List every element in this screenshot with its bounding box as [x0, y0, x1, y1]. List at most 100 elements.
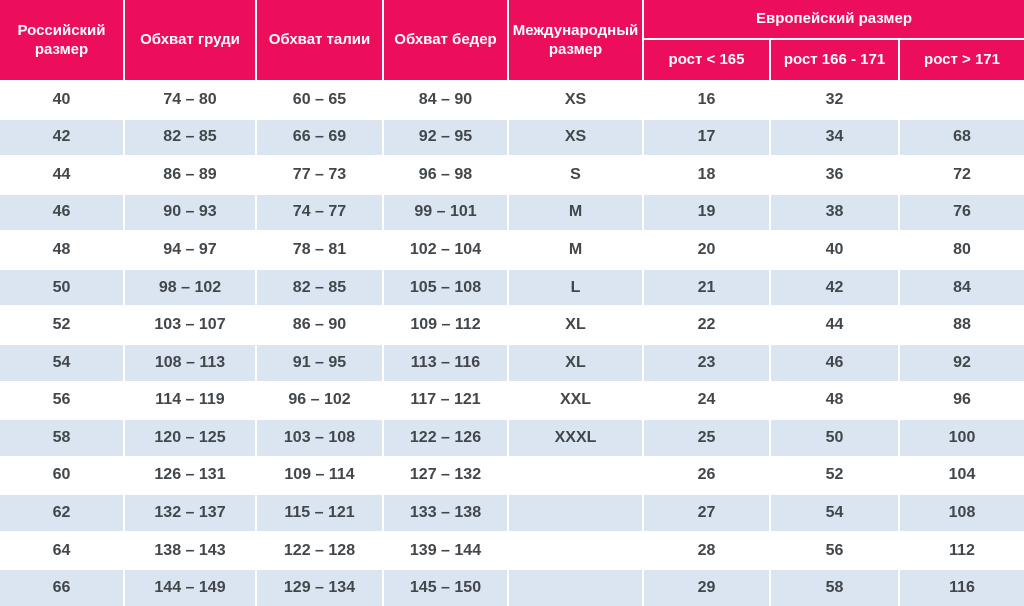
header-height-over-171: рост > 171: [900, 40, 1024, 80]
cell: 18: [644, 157, 769, 193]
cell: XS: [509, 119, 642, 156]
cell: 91 – 95: [257, 345, 382, 381]
cell: 92: [900, 345, 1024, 381]
cell: 74 – 77: [257, 194, 382, 231]
header-height-166-171: рост 166 - 171: [771, 40, 898, 80]
cell: 82 – 85: [257, 269, 382, 306]
cell: 29: [644, 570, 769, 606]
cell: 56: [0, 382, 123, 419]
cell: 103 – 107: [125, 307, 255, 343]
cell: 44: [0, 157, 123, 193]
cell: XXXL: [509, 420, 642, 456]
cell: 92 – 95: [384, 119, 507, 156]
cell: 96: [900, 382, 1024, 419]
cell: 104: [900, 457, 1024, 494]
cell: 66 – 69: [257, 119, 382, 156]
cell: 56: [771, 532, 898, 569]
cell: [900, 82, 1024, 118]
cell: M: [509, 232, 642, 268]
cell: 50: [0, 269, 123, 306]
cell: 84 – 90: [384, 82, 507, 118]
header-international-size: Международный размер: [509, 0, 642, 80]
cell: 28: [644, 532, 769, 569]
cell: 94 – 97: [125, 232, 255, 268]
cell: 112: [900, 532, 1024, 569]
cell: 109 – 112: [384, 307, 507, 343]
cell: 48: [0, 232, 123, 268]
cell: 54: [771, 495, 898, 531]
header-european-size: Европейский размер: [644, 0, 1024, 38]
cell: 144 – 149: [125, 570, 255, 606]
cell: 58: [771, 570, 898, 606]
cell: 40: [0, 82, 123, 118]
cell: 113 – 116: [384, 345, 507, 381]
cell: 26: [644, 457, 769, 494]
cell: 38: [771, 194, 898, 231]
cell: XL: [509, 345, 642, 381]
cell: 105 – 108: [384, 269, 507, 306]
cell: 36: [771, 157, 898, 193]
cell: 122 – 128: [257, 532, 382, 569]
cell: 16: [644, 82, 769, 118]
cell: 25: [644, 420, 769, 456]
cell: XS: [509, 82, 642, 118]
cell: 114 – 119: [125, 382, 255, 419]
cell: 60 – 65: [257, 82, 382, 118]
cell: 58: [0, 420, 123, 456]
cell: 103 – 108: [257, 420, 382, 456]
cell: 82 – 85: [125, 119, 255, 156]
cell: 44: [771, 307, 898, 343]
cell: 108: [900, 495, 1024, 531]
cell: 68: [900, 119, 1024, 156]
cell: 100: [900, 420, 1024, 456]
cell: 46: [771, 345, 898, 381]
cell: 40: [771, 232, 898, 268]
cell: 48: [771, 382, 898, 419]
cell: 129 – 134: [257, 570, 382, 606]
cell: L: [509, 269, 642, 306]
cell: 108 – 113: [125, 345, 255, 381]
cell: 20: [644, 232, 769, 268]
cell: 78 – 81: [257, 232, 382, 268]
cell: 139 – 144: [384, 532, 507, 569]
cell: 62: [0, 495, 123, 531]
cell: 115 – 121: [257, 495, 382, 531]
cell: 76: [900, 194, 1024, 231]
cell: XXL: [509, 382, 642, 419]
cell: 102 – 104: [384, 232, 507, 268]
header-chest: Обхват груди: [125, 0, 255, 80]
cell: M: [509, 194, 642, 231]
cell: 22: [644, 307, 769, 343]
header-height-under-165: рост < 165: [644, 40, 769, 80]
cell: 52: [771, 457, 898, 494]
cell: 42: [0, 119, 123, 156]
cell: 133 – 138: [384, 495, 507, 531]
cell: 145 – 150: [384, 570, 507, 606]
cell: 27: [644, 495, 769, 531]
cell: 64: [0, 532, 123, 569]
cell: 60: [0, 457, 123, 494]
cell: 98 – 102: [125, 269, 255, 306]
cell: 32: [771, 82, 898, 118]
cell: [509, 495, 642, 531]
header-hips: Обхват бедер: [384, 0, 507, 80]
cell: 72: [900, 157, 1024, 193]
cell: 77 – 73: [257, 157, 382, 193]
cell: [509, 532, 642, 569]
cell: 24: [644, 382, 769, 419]
cell: 21: [644, 269, 769, 306]
cell: XL: [509, 307, 642, 343]
cell: 66: [0, 570, 123, 606]
cell: 99 – 101: [384, 194, 507, 231]
cell: 109 – 114: [257, 457, 382, 494]
cell: 50: [771, 420, 898, 456]
cell: 86 – 89: [125, 157, 255, 193]
cell: 84: [900, 269, 1024, 306]
cell: 138 – 143: [125, 532, 255, 569]
cell: [509, 457, 642, 494]
cell: 122 – 126: [384, 420, 507, 456]
cell: 96 – 98: [384, 157, 507, 193]
cell: 132 – 137: [125, 495, 255, 531]
cell: 127 – 132: [384, 457, 507, 494]
cell: 80: [900, 232, 1024, 268]
